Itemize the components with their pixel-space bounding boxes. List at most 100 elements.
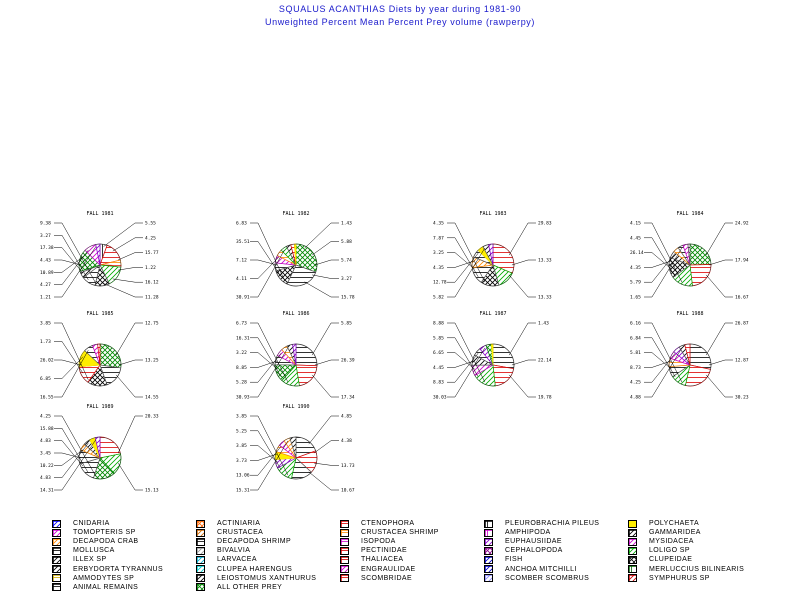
slice-value-label: 15.78 xyxy=(341,295,355,301)
slice-value-label: 26.87 xyxy=(735,321,749,327)
pie-panel: FALL 1986 6.73 16.31 3.22 8.85 5.28 30.93 5.85 2… xyxy=(236,311,355,401)
legend-item-polychaeta: POLYCHAETA xyxy=(628,519,699,528)
legend-item-loligo-sp: LOLIGO SP xyxy=(628,546,690,555)
slice-value-label: 35.51 xyxy=(236,239,250,245)
leader-line xyxy=(511,359,536,366)
legend-label: GAMMARIDEA xyxy=(649,529,701,537)
leader-line xyxy=(250,445,278,463)
slice-value-label: 3.85 xyxy=(40,321,51,327)
leader-line xyxy=(118,252,143,261)
leader-line xyxy=(54,256,84,273)
legend-item-mysidacea: MYSIDACEA xyxy=(628,537,694,546)
pie-panel: FALL 1983 4.35 7.87 3.25 4.35 12.78 5.82 29.83 1… xyxy=(433,211,552,301)
leader-line xyxy=(508,322,536,356)
slice-value-label: 6.16 xyxy=(630,321,641,327)
legend-swatch xyxy=(52,565,61,573)
leader-line xyxy=(250,222,285,280)
slice-value-label: 4.15 xyxy=(630,221,641,227)
pie-panel: FALL 1982 6.83 35.51 7.12 4.11 30.91 1.43 5.88 5… xyxy=(236,211,355,301)
leader-line xyxy=(312,274,339,279)
leader-line xyxy=(54,235,89,280)
slice-value-label: 4.25 xyxy=(145,235,156,241)
legend-item-scombridae: SCOMBRIDAE xyxy=(340,574,412,583)
leader-line xyxy=(250,360,278,368)
slice-value-label: 16.55 xyxy=(40,395,54,401)
legend-swatch xyxy=(340,528,349,537)
slice-value-label: 4.25 xyxy=(630,380,641,386)
leader-line xyxy=(447,322,486,383)
legend-item-bivalvia: BIVALVIA xyxy=(196,546,250,555)
slice-value-label: 30.93 xyxy=(236,395,250,401)
legend-label: LEIOSTOMUS XANTHURUS xyxy=(217,574,317,582)
leader-line xyxy=(314,259,339,266)
legend-swatch xyxy=(484,537,493,546)
panel-title: FALL 1989 xyxy=(86,404,113,410)
slice-value-label: 4.11 xyxy=(236,276,247,282)
pie-slice-ctenophora xyxy=(492,364,515,387)
legend-label: AMPHIPODA xyxy=(505,529,551,537)
panel-title: FALL 1990 xyxy=(282,404,309,410)
leader-line xyxy=(54,322,89,380)
leader-line xyxy=(308,415,339,445)
legend-label: ENGRAULIDAE xyxy=(361,565,416,573)
leader-line xyxy=(314,440,339,454)
legend-item-cnidaria: CNIDARIA xyxy=(52,519,110,528)
legend-item-clupea-harengus: CLUPEA HARENGUS xyxy=(196,565,292,574)
legend-swatch xyxy=(196,565,205,573)
leader-line xyxy=(308,471,339,491)
panel-title: FALL 1988 xyxy=(676,311,703,317)
slice-value-label: 6.84 xyxy=(630,335,641,341)
leader-line xyxy=(115,322,143,356)
slice-value-label: 12.75 xyxy=(145,321,159,327)
legend-item-decapoda-shrimp: DECAPODA SHRIMP xyxy=(196,537,291,546)
leader-line xyxy=(508,274,536,298)
panel-title: FALL 1986 xyxy=(282,311,309,317)
pie-outline xyxy=(78,343,122,387)
leader-line xyxy=(54,341,84,374)
slice-value-label: 15.13 xyxy=(145,488,159,494)
leader-line xyxy=(447,237,479,277)
leader-line xyxy=(250,322,289,383)
slice-value-label: 3.85 xyxy=(236,414,247,420)
leader-line xyxy=(54,440,84,467)
leader-line xyxy=(54,259,82,266)
pie-panel: FALL 1987 8.88 5.85 6.65 4.45 8.83 30.03 1.43 22… xyxy=(433,311,552,401)
legend-label: TOMOPTERIS SP xyxy=(73,529,136,537)
leader-line xyxy=(250,440,289,491)
legend-swatch xyxy=(484,546,493,555)
legend-label: PECTINIDAE xyxy=(361,547,408,555)
pie-slice-all-other-prey xyxy=(689,243,712,266)
slice-value-label: 1.22 xyxy=(145,265,156,271)
pie-outline xyxy=(78,436,122,480)
panel-title: FALL 1985 xyxy=(86,311,113,317)
slice-value-label: 30.23 xyxy=(735,395,749,401)
leader-line xyxy=(447,252,475,270)
legend-label: CNIDARIA xyxy=(73,520,110,527)
leader-line xyxy=(250,430,282,470)
pie-outline xyxy=(274,436,318,480)
slice-value-label: 3.27 xyxy=(40,233,51,239)
pie-outline xyxy=(471,243,515,287)
leader-line xyxy=(103,222,143,247)
panel-title: FALL 1983 xyxy=(479,211,506,217)
slice-value-label: 26.02 xyxy=(40,358,54,364)
leader-line xyxy=(250,453,278,461)
leader-line xyxy=(644,237,676,277)
legend-label: MYSIDACEA xyxy=(649,538,694,546)
pie-outline xyxy=(78,243,122,287)
legend-swatch xyxy=(196,546,205,555)
slice-value-label: 4.35 xyxy=(433,265,444,271)
legend-label: ALL OTHER PREY xyxy=(217,583,283,591)
legend-label: ANCHOA MITCHILLI xyxy=(505,565,577,573)
legend-swatch xyxy=(628,555,637,564)
slice-value-label: 15.31 xyxy=(236,488,250,494)
slice-value-label: 13.33 xyxy=(538,295,552,301)
slice-value-label: 6.83 xyxy=(236,221,247,227)
leader-line xyxy=(311,374,339,398)
slice-value-label: 1.65 xyxy=(630,295,641,301)
leader-line xyxy=(314,359,339,366)
leader-line xyxy=(304,222,339,249)
legend-swatch xyxy=(52,528,61,537)
legend-item-decapoda-crab: DECAPODA CRAB xyxy=(52,537,139,546)
leader-line xyxy=(311,322,339,356)
